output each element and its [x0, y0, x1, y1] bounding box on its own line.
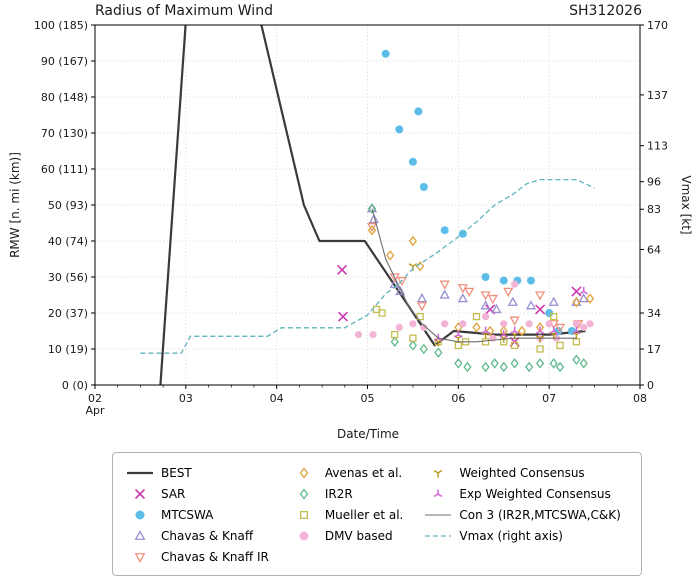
x-tick-label: 04 [270, 392, 284, 405]
chart-title: Radius of Maximum Wind [95, 3, 273, 19]
legend-label: BEST [161, 465, 192, 480]
legend-marker-exp-weighted-consensus-icon [434, 489, 443, 497]
y-right-tick-label: 0 [647, 379, 654, 392]
legend-label: Vmax (right axis) [459, 528, 563, 543]
legend-item-mueller-et-al: Mueller et al. [289, 504, 404, 525]
y-left-tick-label: 10 (19) [48, 343, 88, 356]
x-tick-label: 08 [633, 392, 647, 405]
y-right-tick-label: 170 [647, 19, 668, 32]
y-left-tick-label: 0 (0) [62, 379, 88, 392]
legend-column: BEST SAR MTCSWA Chavas & Knaff Chavas & Knaf… [125, 462, 269, 567]
x-tick-label: 05 [361, 392, 375, 405]
legend-label: Mueller et al. [324, 507, 404, 522]
legend-item-ir2r: IR2R [289, 483, 404, 504]
legend-marker-dmv-based-icon [299, 531, 309, 540]
legend-label: Con 3 (IR2R,MTCSWA,C&K) [459, 507, 621, 522]
x-tick-label: 03 [179, 392, 193, 405]
legend-item-vmax-right-axis: Vmax (right axis) [423, 525, 620, 546]
y-left-tick-label: 60 (111) [41, 163, 88, 176]
legend-label: Avenas et al. [324, 465, 403, 480]
legend-label: Weighted Consensus [459, 465, 585, 480]
series-mtcswa [381, 49, 576, 335]
legend-marker-weighted-consensus-icon [434, 469, 443, 477]
series-layer [140, 25, 595, 385]
y-right-tick-label: 137 [647, 89, 668, 102]
legend-item-dmv-based: DMV based [289, 525, 404, 546]
y-left-tick-label: 70 (130) [41, 127, 88, 140]
y-left-tick-label: 20 (37) [48, 307, 88, 320]
legend-item-best: BEST [125, 462, 269, 483]
series-vmax-right-axis [140, 178, 595, 354]
legend-item-con-3-ir2r-mtcswa-c-k: Con 3 (IR2R,MTCSWA,C&K) [423, 504, 621, 525]
legend-column: Avenas et al. IR2R Mueller et al. DMV based [289, 462, 404, 546]
legend-marker-best-icon [127, 471, 153, 474]
plot-canvas: 02 03 04 05 06 07 08 0 (0) 10 (19) 20 (37) 30 (56)… [34, 19, 668, 405]
legend-label: Chavas & Knaff IR [161, 549, 269, 564]
y-right-tick-label: 113 [647, 140, 668, 153]
legend-marker-con-3-ir2r-mtcswa-c-k-icon [425, 513, 452, 516]
y-left-tick-label: 50 (93) [48, 199, 88, 212]
month-label: Apr [85, 404, 105, 417]
legend-label: Exp Weighted Consensus [459, 486, 611, 501]
axis-ticks: 02 03 04 05 06 07 08 0 (0) 10 (19) 20 (37) 30 (56)… [34, 19, 668, 405]
legend-item-exp-weighted-consensus: Exp Weighted Consensus [423, 483, 620, 504]
legend-label: Chavas & Knaff [161, 528, 254, 543]
legend-box: BEST SAR MTCSWA Chavas & Knaff Chavas & Knaf… [112, 452, 642, 576]
legend-label: DMV based [324, 528, 393, 543]
legend-marker-chavas-knaff-icon [134, 529, 146, 540]
legend-marker-chavas-knaff-ir-icon [134, 552, 146, 563]
y-right-tick-label: 83 [647, 203, 661, 216]
x-tick-label: 06 [451, 392, 465, 405]
y-left-tick-label: 100 (185) [34, 19, 88, 32]
y-right-tick-label: 96 [647, 176, 661, 189]
series-ir2r [367, 203, 588, 373]
legend-marker-vmax-right-axis-icon [425, 534, 452, 537]
y-right-tick-label: 34 [647, 307, 661, 320]
legend-marker-mueller-et-al-icon [299, 510, 308, 519]
storm-id: SH312026 [569, 3, 642, 19]
y-left-tick-label: 80 (148) [41, 91, 88, 104]
x-tick-label: 02 [88, 392, 102, 405]
legend-item-avenas-et-al: Avenas et al. [289, 462, 404, 483]
legend-item-chavas-knaff-ir: Chavas & Knaff IR [125, 546, 269, 567]
series-con-3-ir2r-mtcswa-c-k [371, 208, 577, 343]
y-right-tick-label: 17 [647, 343, 661, 356]
legend-label: SAR [161, 486, 186, 501]
legend-item-weighted-consensus: Weighted Consensus [423, 462, 620, 483]
legend-marker-avenas-et-al-icon [299, 466, 309, 479]
series-mueller-et-al [372, 305, 581, 353]
legend-column: Weighted Consensus Exp Weighted Consensus… [423, 462, 621, 546]
legend-marker-ir2r-icon [299, 487, 309, 500]
legend-marker-mtcswa-icon [135, 510, 145, 519]
legend-item-chavas-knaff: Chavas & Knaff [125, 525, 269, 546]
x-axis-title: Date/Time [336, 427, 400, 441]
y-left-tick-label: 30 (56) [48, 271, 88, 284]
y-left-tick-label: 90 (167) [41, 55, 88, 68]
legend-item-mtcswa: MTCSWA [125, 504, 269, 525]
y-right-tick-label: 64 [647, 243, 661, 256]
x-tick-label: 07 [542, 392, 556, 405]
legend-label: MTCSWA [161, 507, 214, 522]
legend-item-sar: SAR [125, 483, 269, 504]
series-chavas-knaff-ir [366, 222, 584, 333]
legend-label: IR2R [324, 486, 353, 501]
legend-marker-sar-icon [134, 488, 146, 499]
y-left-tick-label: 40 (74) [48, 235, 88, 248]
